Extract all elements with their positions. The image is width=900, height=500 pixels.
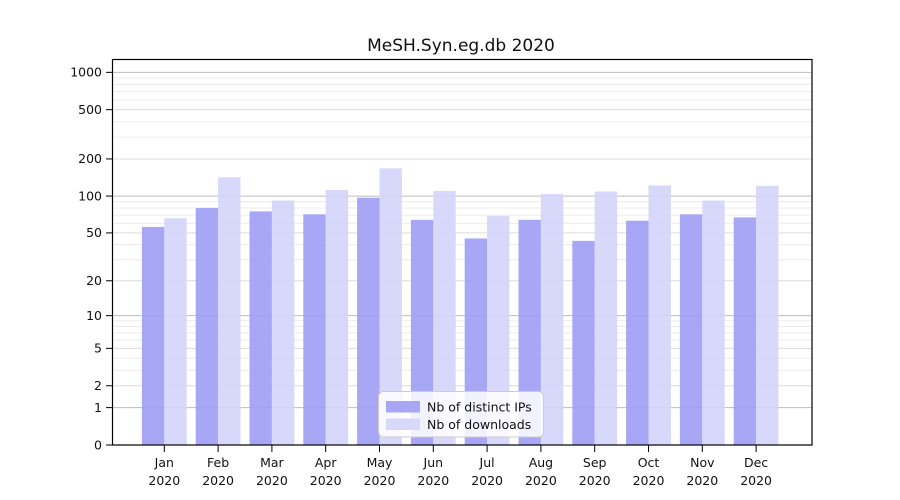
bar-ips-feb bbox=[195, 207, 219, 445]
x-tick-label-year: 2020 bbox=[740, 473, 772, 488]
bar-ips-aug bbox=[518, 219, 541, 445]
bar-downloads-may bbox=[379, 168, 402, 445]
x-tick-label-month: Oct bbox=[638, 455, 660, 470]
x-tick-label-month: Apr bbox=[315, 455, 337, 470]
y-tick-label: 1000 bbox=[70, 65, 102, 80]
bar-ips-mar bbox=[249, 211, 272, 445]
x-tick-label-month: Feb bbox=[207, 455, 229, 470]
bar-downloads-mar bbox=[271, 200, 295, 445]
bar-downloads-apr bbox=[325, 190, 349, 445]
bar-ips-jan bbox=[141, 226, 165, 445]
legend-label: Nb of downloads bbox=[427, 417, 531, 432]
x-tick-label-month: Aug bbox=[529, 455, 553, 470]
bar-downloads-jul bbox=[487, 215, 510, 445]
bar-downloads-jan bbox=[164, 218, 187, 445]
x-tick-label-year: 2020 bbox=[417, 473, 449, 488]
legend-label: Nb of distinct IPs bbox=[427, 400, 532, 415]
bar-downloads-jun bbox=[433, 190, 456, 445]
legend-swatch-downloads bbox=[386, 418, 420, 430]
x-tick-label-month: Nov bbox=[690, 455, 715, 470]
bar-downloads-feb bbox=[218, 177, 241, 446]
bar-downloads-nov bbox=[702, 200, 725, 445]
bars bbox=[141, 168, 779, 446]
legend-swatch-ips bbox=[386, 401, 420, 413]
x-tick-label-year: 2020 bbox=[686, 473, 718, 488]
y-tick-label: 5 bbox=[94, 341, 102, 356]
x-tick-label-year: 2020 bbox=[310, 473, 342, 488]
bar-ips-nov bbox=[679, 214, 703, 445]
legend: Nb of distinct IPs Nb of downloads bbox=[378, 391, 544, 438]
x-tick-label-month: Dec bbox=[744, 455, 768, 470]
chart-title: MeSH.Syn.eg.db 2020 bbox=[367, 36, 555, 56]
bar-ips-dec bbox=[733, 217, 757, 445]
x-tick-label-month: Jul bbox=[479, 455, 495, 470]
bar-ips-jun bbox=[410, 219, 434, 445]
y-tick-label: 2 bbox=[94, 378, 102, 393]
x-tick-label-year: 2020 bbox=[525, 473, 557, 488]
x-tick-label-year: 2020 bbox=[579, 473, 611, 488]
x-tick-label-month: May bbox=[367, 455, 393, 470]
y-tick-label: 200 bbox=[78, 151, 102, 166]
x-tick-label-month: Sep bbox=[583, 455, 607, 470]
y-tick-label: 100 bbox=[78, 188, 102, 203]
y-tick-label: 0 bbox=[94, 437, 102, 452]
bar-ips-sep bbox=[572, 240, 595, 445]
x-tick-label-year: 2020 bbox=[202, 473, 234, 488]
y-tick-label: 500 bbox=[78, 102, 102, 117]
x-tick-label-month: Jun bbox=[423, 455, 444, 470]
bar-ips-may bbox=[357, 197, 380, 445]
bar-ips-oct bbox=[626, 220, 649, 445]
bar-downloads-oct bbox=[648, 185, 671, 446]
x-axis-ticks: Jan 2020 Feb 2020 Mar 2020 Apr 2020 May 2020 Jun 20… bbox=[148, 445, 772, 488]
y-tick-label: 10 bbox=[86, 308, 102, 323]
y-tick-label: 1 bbox=[94, 400, 102, 415]
bar-downloads-dec bbox=[756, 185, 779, 445]
x-tick-label-year: 2020 bbox=[633, 473, 665, 488]
x-tick-label-year: 2020 bbox=[256, 473, 288, 488]
bar-downloads-sep bbox=[594, 191, 618, 445]
bar-ips-apr bbox=[303, 214, 326, 445]
x-tick-label-year: 2020 bbox=[364, 473, 396, 488]
x-tick-label-month: Mar bbox=[260, 455, 284, 470]
x-tick-label-month: Jan bbox=[154, 455, 174, 470]
x-tick-label-year: 2020 bbox=[148, 473, 180, 488]
y-tick-label: 20 bbox=[86, 273, 102, 288]
y-axis-ticks: 0 1 2 5 10 20 50 100 200 500 1000 bbox=[70, 65, 113, 452]
x-tick-label-year: 2020 bbox=[471, 473, 503, 488]
bar-downloads-aug bbox=[540, 193, 564, 445]
plot-border bbox=[111, 58, 813, 446]
y-tick-label: 50 bbox=[86, 225, 102, 240]
